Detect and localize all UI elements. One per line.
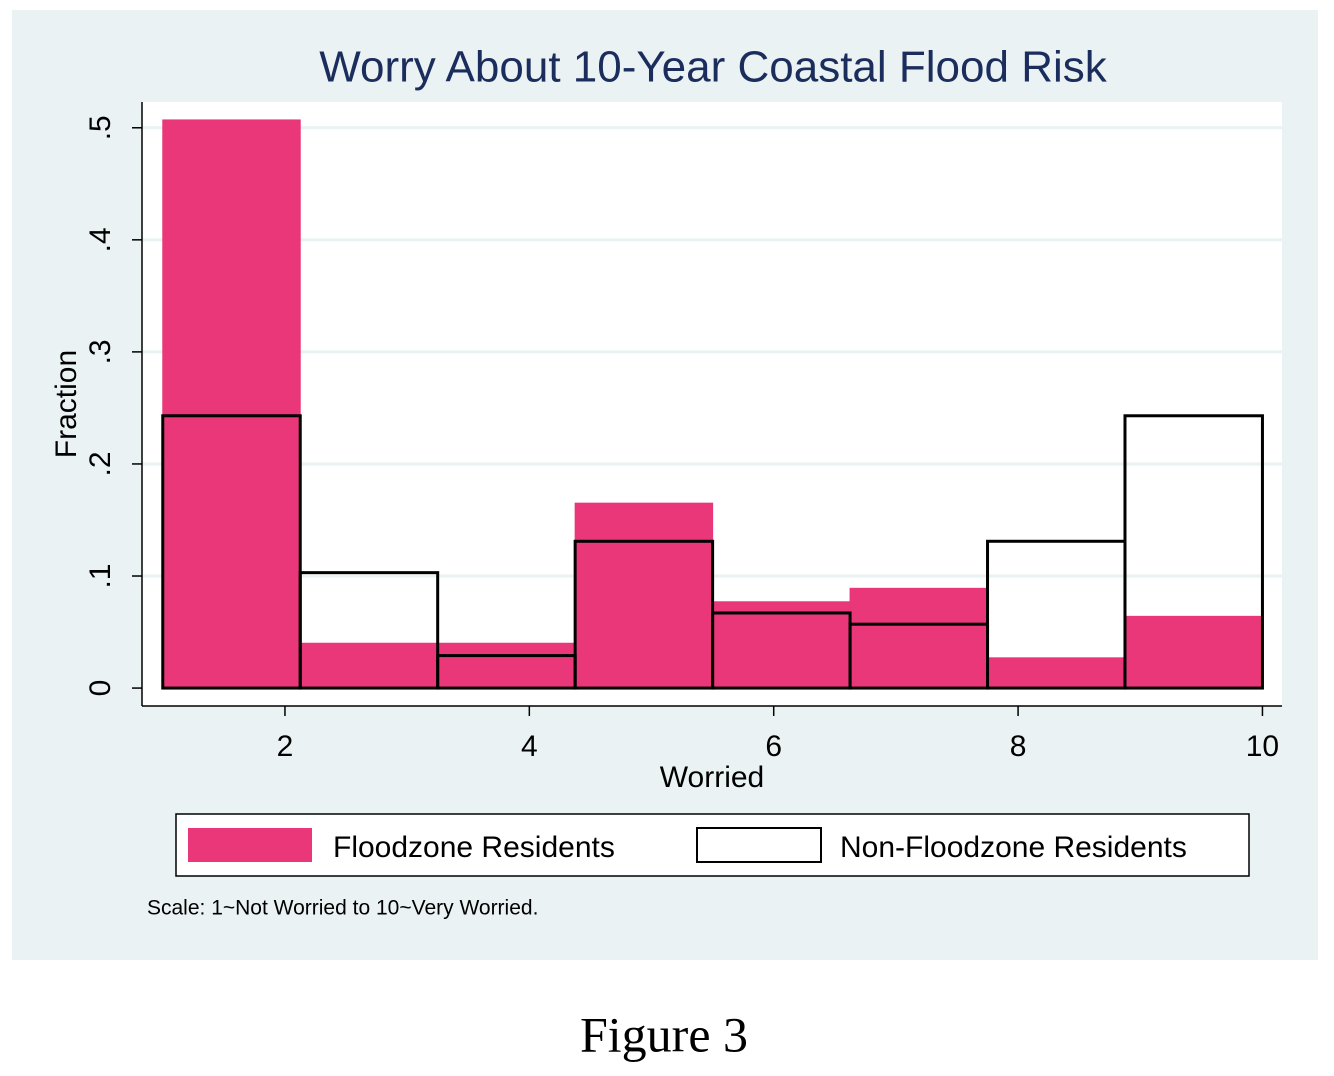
bar [298, 571, 440, 690]
note: Scale: 1~Not Worried to 10~Very Worried. [147, 897, 538, 920]
caption: Figure 3 [580, 1006, 748, 1062]
bar [161, 414, 302, 690]
x-tick-label: 4 [521, 730, 538, 763]
chart-title: Worry About 10-Year Coastal Flood Risk [319, 43, 1107, 92]
legend-label: Floodzone Residents [333, 831, 615, 864]
bar [437, 642, 576, 689]
y-tick-label: 0 [84, 680, 117, 697]
legend-swatch [188, 828, 312, 862]
bar [1124, 615, 1263, 689]
x-axis-title: Worried [660, 761, 764, 794]
x-tick-label: 2 [277, 730, 294, 763]
x-tick-label: 8 [1010, 730, 1027, 763]
y-tick-label: .3 [84, 339, 117, 364]
y-tick-label: .1 [84, 563, 117, 588]
legend-swatch [696, 827, 822, 863]
legend-label: Non-Floodzone Residents [840, 831, 1187, 864]
y-tick-label: .2 [84, 451, 117, 476]
bar [574, 502, 714, 689]
bar [987, 657, 1126, 689]
bar [1123, 414, 1264, 690]
bar [299, 642, 439, 689]
x-tick-label: 6 [765, 730, 782, 763]
bar [712, 601, 851, 689]
bar [849, 587, 989, 689]
y-tick-label: .4 [84, 227, 117, 252]
bar [162, 119, 301, 689]
x-tick-label: 10 [1246, 730, 1279, 763]
legend [175, 813, 1250, 877]
y-axis-title: Fraction [50, 350, 83, 458]
y-tick-label: .5 [84, 115, 117, 140]
